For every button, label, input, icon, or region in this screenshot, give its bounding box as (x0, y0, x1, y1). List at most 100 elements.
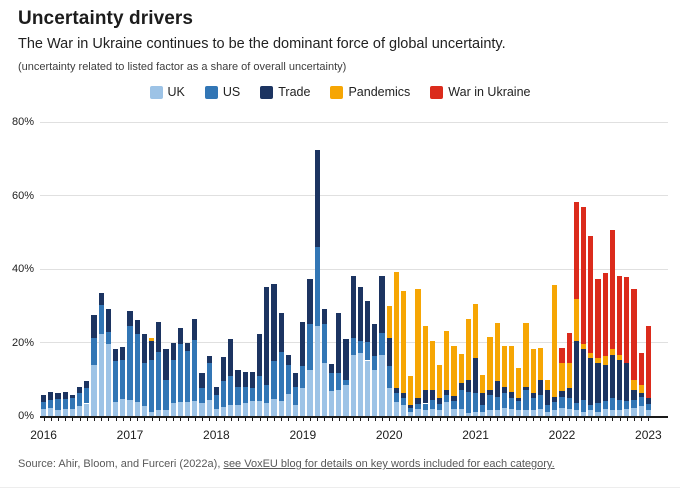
bar-segment-us (62, 399, 68, 409)
bar-segment-war-in-ukraine (638, 352, 644, 386)
bar-segment-pandemics (595, 357, 601, 364)
x-axis-tick (439, 418, 441, 421)
bar-segment-us (573, 403, 579, 411)
bar-segment-trade (429, 390, 435, 401)
bar-segment-trade (134, 320, 140, 335)
bar-segment-uk (465, 413, 471, 416)
bar-segment-war-in-ukraine (559, 348, 565, 364)
bar-segment-us (401, 398, 407, 405)
bar-segment-uk (501, 408, 507, 416)
x-axis-tick (446, 418, 448, 421)
bar-segment-uk (516, 410, 522, 416)
bar-segment-us (177, 344, 183, 403)
bar-segment-us (48, 399, 54, 408)
x-axis-tick (490, 418, 491, 421)
bar-segment-trade (516, 397, 522, 402)
x-axis-tick (641, 418, 643, 421)
bar-segment-pandemics (617, 354, 623, 360)
bottom-divider (0, 487, 680, 488)
bar-segment-us (278, 351, 284, 402)
bar-segment-uk (62, 408, 68, 416)
bar-segment-trade (77, 386, 83, 394)
bar-segment-us (91, 337, 97, 365)
bar-segment-trade (401, 393, 407, 399)
bar-segment-uk (336, 389, 342, 416)
source-link[interactable]: see VoxEU blog for details on key words … (223, 458, 555, 470)
bar-segment-pandemics (494, 322, 500, 382)
x-axis-tick (288, 418, 290, 421)
bar-segment-uk (221, 406, 227, 416)
bar-segment-pandemics (487, 336, 493, 390)
bar-segment-trade (120, 346, 126, 360)
bar-segment-us (516, 401, 522, 411)
bar-segment-trade (113, 349, 119, 362)
y-axis-label: 0% (18, 410, 34, 422)
bar-segment-trade (465, 379, 471, 393)
bar-segment-uk (451, 408, 457, 416)
legend-label-uk: UK (167, 85, 185, 99)
bar-segment-us (336, 373, 342, 390)
bar-segment-trade (91, 315, 97, 338)
x-axis-tick (626, 418, 628, 421)
x-axis-year-label: 2018 (203, 428, 230, 442)
bar-segment-pandemics (509, 346, 515, 393)
bar-segment-us (545, 404, 551, 413)
bar-segment-us (228, 375, 234, 405)
x-axis-tick (223, 418, 225, 421)
bar-segment-pandemics (401, 290, 407, 394)
bar-segment-uk (444, 401, 450, 416)
bar-segment-uk (645, 410, 651, 416)
bar-segment-war-in-ukraine (645, 325, 651, 399)
bar-segment-trade (48, 392, 54, 400)
bar-segment-trade (350, 275, 356, 338)
bar-segment-trade (55, 393, 61, 400)
bar-segment-us (84, 388, 90, 404)
x-axis-tick (324, 418, 326, 421)
x-axis-year-label: 2022 (548, 428, 576, 442)
bar-segment-pandemics (566, 362, 572, 389)
bar-segment-trade (602, 364, 608, 402)
bar-segment-trade (98, 292, 104, 306)
bar-segment-uk (595, 412, 601, 416)
x-axis-tick (533, 418, 535, 421)
bar-segment-us (523, 389, 529, 411)
legend-item-uk: UK (149, 85, 185, 99)
x-axis-tick (302, 418, 304, 421)
bar-segment-us (393, 393, 399, 402)
bar-segment-uk (55, 410, 61, 416)
x-axis-year-label: 2017 (116, 428, 144, 442)
bar-segment-uk (257, 401, 263, 416)
bar-segment-us (415, 403, 421, 410)
bar-segment-trade (221, 357, 227, 382)
legend-item-us: US (204, 85, 241, 99)
bar-segment-us (422, 403, 428, 411)
bar-segment-us (242, 386, 248, 404)
x-axis-tick (511, 418, 513, 421)
bar-segment-us (156, 352, 162, 411)
bar-segment-trade (437, 397, 443, 404)
bar-segment-uk (509, 408, 515, 416)
bar-segment-us (221, 381, 227, 407)
bar-segment-trade (206, 356, 212, 364)
bar-segment-uk (300, 388, 306, 416)
x-axis-tick (310, 418, 311, 421)
bar-segment-trade (41, 394, 47, 403)
legend-swatch-war-icon (430, 85, 444, 99)
bar-segment-us (588, 404, 594, 411)
bar-segment-uk (437, 410, 443, 416)
bar-segment-pandemics (581, 343, 587, 350)
bar-segment-us (113, 361, 119, 402)
bar-segment-us (192, 339, 198, 401)
bar-segment-us (69, 398, 75, 409)
bar-segment-trade (228, 338, 234, 376)
legend-label-us: US (222, 85, 241, 99)
bar-segment-uk (494, 410, 500, 416)
bar-segment-pandemics (451, 346, 457, 396)
x-axis-tick (216, 418, 218, 421)
bar-segment-pandemics (415, 289, 421, 399)
bar-segment-uk (69, 408, 75, 416)
bar-segment-uk (537, 409, 543, 416)
bar-segment-pandemics (473, 304, 479, 358)
bar-segment-uk (278, 401, 284, 416)
